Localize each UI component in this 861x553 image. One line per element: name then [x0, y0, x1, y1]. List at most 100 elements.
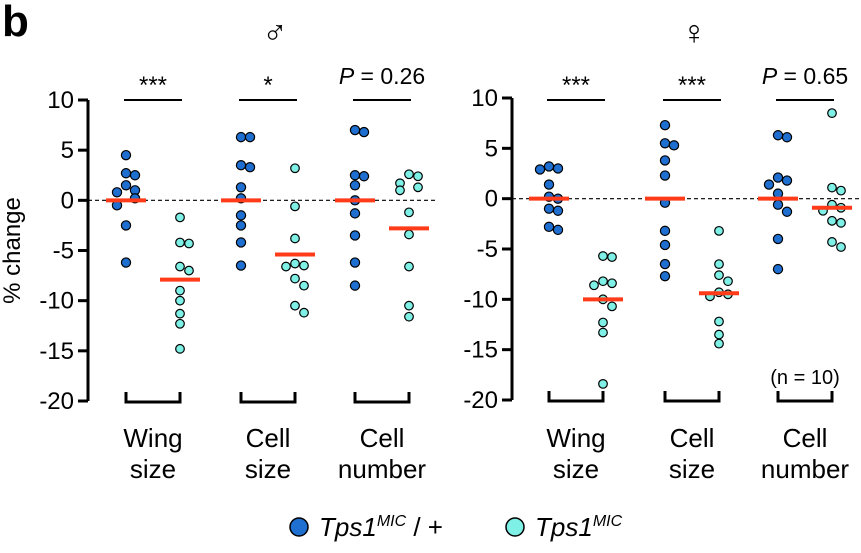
significance-label: * — [263, 72, 272, 99]
chart-title: ♂ — [262, 14, 288, 52]
y-tick-label: -20 — [39, 388, 74, 415]
data-point-control — [659, 225, 671, 237]
category-label-line1: Cell — [360, 423, 405, 453]
category-label-line2: number — [761, 454, 849, 484]
data-point-control — [534, 164, 546, 175]
category-bracket — [776, 391, 834, 403]
data-point-mutant — [290, 201, 300, 212]
data-point-mutant — [714, 270, 724, 281]
sample-size-annotation: (n = 10) — [770, 367, 839, 389]
data-point-mutant — [281, 261, 291, 272]
data-point-mutant — [589, 280, 599, 291]
significance-p-symbol: P — [339, 63, 355, 89]
data-point-control — [349, 230, 361, 241]
data-point-control — [659, 138, 671, 149]
data-point-control — [659, 258, 671, 270]
chart-2: ♀1050-5-10-15-20Wingsize***Cellsize***Ce… — [463, 14, 860, 484]
significance-p-value: = 0.65 — [777, 63, 848, 89]
data-point-control — [659, 239, 671, 251]
legend-marker-mutant — [505, 517, 525, 537]
category-label-line1: Wing — [123, 423, 182, 453]
significance-label: *** — [139, 72, 167, 99]
legend-marker-control — [289, 517, 309, 537]
data-point-control — [235, 160, 247, 171]
data-point-mutant — [714, 338, 724, 349]
data-point-mutant — [175, 261, 185, 272]
category-bracket — [353, 392, 411, 404]
data-point-control — [543, 179, 555, 190]
data-point-control — [659, 155, 671, 166]
data-point-control — [772, 263, 784, 275]
y-axis-label: % change — [0, 197, 26, 304]
data-point-control — [111, 187, 123, 198]
significance-p-symbol: P — [762, 63, 778, 89]
data-point-control — [772, 233, 784, 245]
category-label-line1: Wing — [546, 423, 605, 453]
y-tick-label: -5 — [53, 238, 74, 265]
significance-label: *** — [678, 72, 706, 99]
data-point-mutant — [836, 242, 846, 252]
data-point-mutant — [184, 265, 194, 276]
data-point-control — [235, 237, 247, 248]
data-point-control — [235, 131, 247, 143]
y-tick-label: 10 — [471, 85, 498, 112]
data-point-control — [781, 175, 793, 186]
panel-label: b — [2, 0, 29, 46]
legend-label-control: Tps1MIC / + — [319, 512, 443, 542]
legend-control-suffix: / + — [406, 512, 443, 542]
category-label-line1: Cell — [670, 423, 715, 453]
data-point-mutant — [290, 273, 300, 284]
significance-label: P = 0.65 — [762, 63, 848, 89]
data-point-mutant — [404, 261, 414, 272]
data-point-control — [129, 170, 141, 181]
data-point-mutant — [598, 251, 608, 261]
data-point-mutant — [723, 276, 733, 287]
legend-mutant-superscript: MIC — [593, 513, 623, 530]
data-point-mutant — [175, 212, 185, 223]
data-point-control — [235, 220, 247, 231]
data-point-control — [120, 257, 132, 268]
data-point-mutant — [299, 307, 309, 318]
data-point-mutant — [290, 163, 300, 174]
data-point-control — [358, 126, 370, 138]
data-point-control — [552, 224, 564, 236]
data-point-mutant — [836, 217, 846, 228]
significance-p-value: = 0.26 — [354, 63, 425, 89]
data-point-mutant — [714, 329, 724, 340]
y-tick-label: 5 — [485, 135, 498, 162]
data-point-mutant — [598, 317, 608, 328]
data-point-mutant — [175, 285, 185, 296]
data-point-control — [543, 203, 555, 214]
legend-label-mutant: Tps1MIC — [535, 512, 623, 542]
data-point-mutant — [714, 316, 724, 327]
data-point-mutant — [290, 300, 300, 311]
significance-label: P = 0.26 — [339, 63, 425, 89]
data-point-mutant — [827, 237, 837, 247]
category-bracket — [239, 392, 297, 404]
y-tick-label: -15 — [463, 337, 498, 364]
data-point-control — [235, 260, 247, 271]
data-point-control — [543, 221, 555, 233]
data-point-control — [120, 149, 132, 161]
data-point-mutant — [404, 169, 414, 180]
data-point-mutant — [299, 280, 309, 291]
data-point-control — [244, 131, 256, 143]
data-point-control — [781, 206, 793, 217]
data-point-control — [772, 130, 784, 141]
data-point-control — [349, 257, 361, 268]
data-point-mutant — [413, 182, 423, 193]
data-point-control — [349, 170, 361, 181]
category-label-line2: size — [130, 454, 176, 484]
category-bracket — [663, 391, 721, 403]
data-point-control — [781, 132, 793, 143]
data-point-mutant — [607, 301, 617, 312]
category-label-line2: size — [669, 454, 715, 484]
category-label-line2: size — [553, 454, 599, 484]
data-point-mutant — [175, 318, 185, 329]
data-point-mutant — [827, 108, 837, 118]
significance-label: *** — [562, 72, 590, 99]
data-point-control — [349, 208, 361, 219]
category-label-line2: number — [338, 454, 426, 484]
data-point-control — [763, 179, 775, 190]
